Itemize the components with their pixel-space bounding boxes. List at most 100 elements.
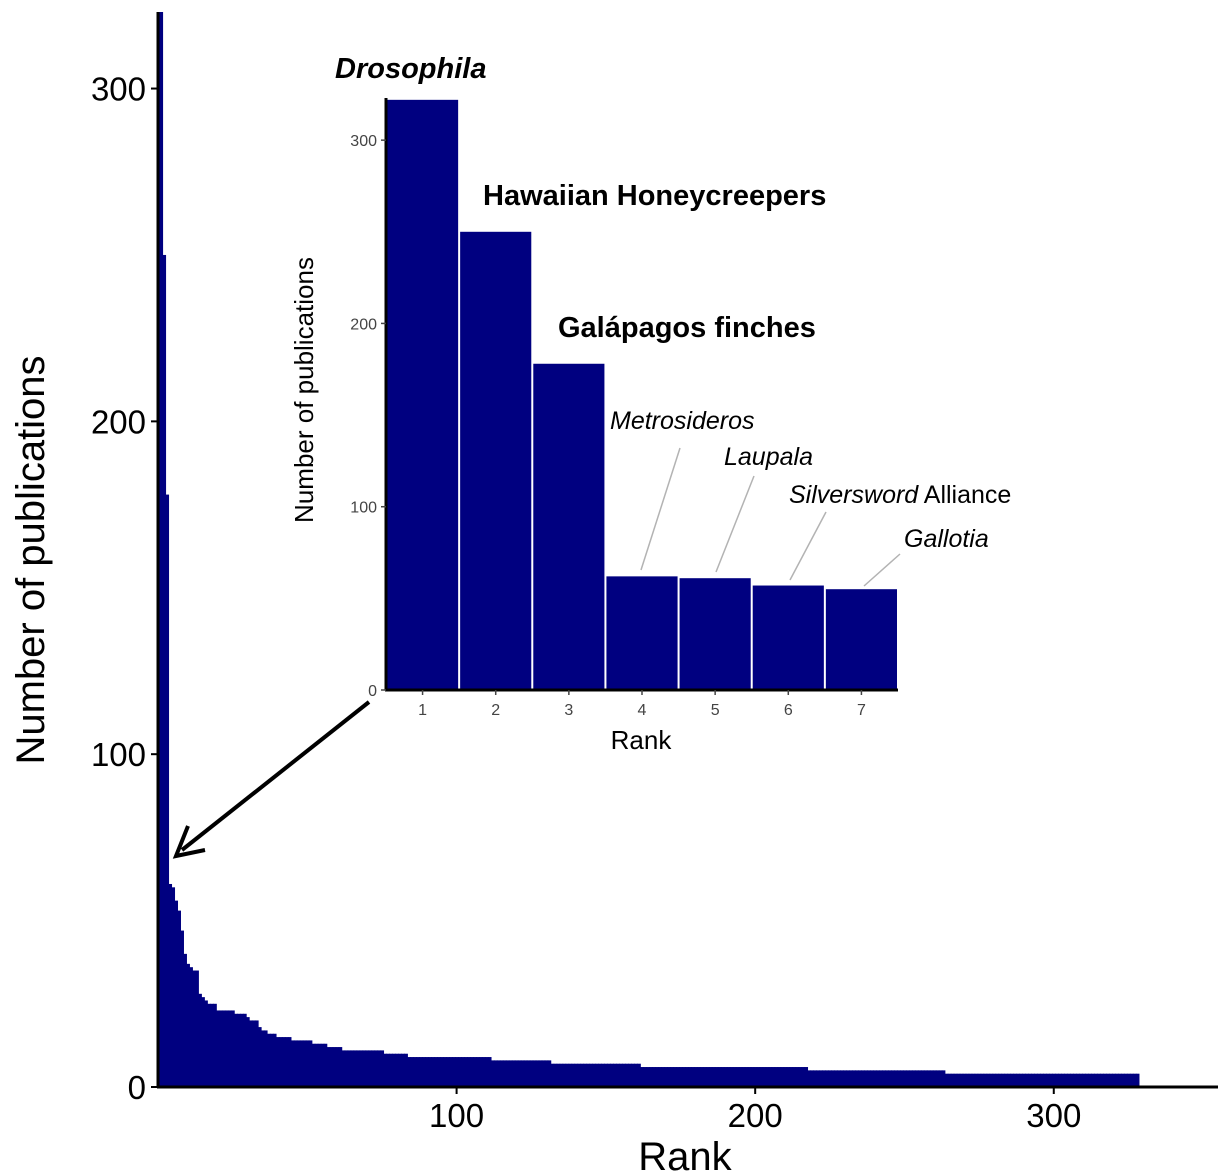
main-bar (219, 1010, 223, 1087)
main-y-tick-label: 300 (91, 71, 146, 108)
main-bar (702, 1067, 707, 1087)
main-bar (708, 1067, 713, 1087)
main-bar (428, 1057, 432, 1087)
main-bar (983, 1073, 988, 1087)
main-bar (876, 1070, 880, 1087)
main-bar (368, 1050, 373, 1087)
main-bar (350, 1050, 355, 1087)
main-bar (1016, 1073, 1021, 1087)
main-bar (1126, 1073, 1131, 1087)
main-bar (897, 1070, 901, 1087)
main-bar (747, 1067, 752, 1087)
main-bar (1019, 1073, 1024, 1087)
main-bar (353, 1050, 358, 1087)
main-bar (1028, 1073, 1032, 1087)
inset-bar-label: Metrosideros (610, 407, 755, 435)
inset-bar-label-name: Metrosideros (610, 407, 755, 435)
main-bar (673, 1067, 677, 1087)
main-bar (825, 1070, 829, 1087)
main-bar (682, 1067, 686, 1087)
main-bar (162, 254, 167, 1087)
main-bar (714, 1067, 719, 1087)
main-bar (717, 1067, 722, 1087)
main-bar (959, 1073, 964, 1087)
main-bar (398, 1053, 402, 1087)
main-bar (464, 1057, 468, 1087)
main-bar (305, 1040, 310, 1087)
main-bar (165, 494, 170, 1087)
main-bar (589, 1063, 594, 1087)
main-bar (407, 1057, 411, 1087)
main-bar (795, 1067, 800, 1087)
main-bar (1022, 1073, 1027, 1087)
main-bar (499, 1060, 504, 1087)
main-bar (580, 1063, 585, 1087)
main-bar (780, 1067, 785, 1087)
main-y-tick-label: 0 (128, 1069, 146, 1106)
main-bar (287, 1037, 292, 1087)
main-bar (1040, 1073, 1044, 1087)
inset-y-tick-label: 200 (350, 316, 377, 333)
main-bar (616, 1063, 620, 1087)
main-bar (816, 1070, 820, 1087)
main-bar (882, 1070, 886, 1087)
main-bar (210, 1003, 214, 1087)
main-bar (1061, 1073, 1065, 1087)
main-bar (705, 1067, 710, 1087)
main-bar (281, 1037, 286, 1087)
main-bar (938, 1070, 943, 1087)
main-bar (852, 1070, 856, 1087)
main-bar (977, 1073, 982, 1087)
main-bar (786, 1067, 791, 1087)
main-bar (798, 1067, 803, 1087)
main-bar (1055, 1073, 1059, 1087)
main-bar (526, 1060, 531, 1087)
inset-chart-panel: 0 100 200 300 1 2 3 4 5 6 7 Drosophila Hawaiian Ho… (289, 53, 1011, 755)
main-bar (864, 1070, 868, 1087)
main-bar (487, 1057, 492, 1087)
main-bar (356, 1050, 361, 1087)
main-bar (577, 1063, 582, 1087)
main-bar (595, 1063, 600, 1087)
main-bar (511, 1060, 516, 1087)
main-bar (873, 1070, 877, 1087)
main-bar (1082, 1073, 1086, 1087)
main-bar (204, 1000, 208, 1087)
zoom-arrow (172, 700, 371, 859)
main-bar (688, 1067, 692, 1087)
main-bar (950, 1073, 955, 1087)
main-bar (619, 1063, 623, 1087)
inset-bar (752, 585, 824, 690)
main-bar (849, 1070, 853, 1087)
main-bar (885, 1070, 889, 1087)
main-bar (317, 1043, 322, 1087)
main-bar (550, 1063, 555, 1087)
main-bar (452, 1057, 456, 1087)
main-bar (389, 1053, 393, 1087)
main-bar (222, 1010, 226, 1087)
main-bar (911, 1070, 916, 1087)
main-bar (395, 1053, 399, 1087)
inset-bar-labels: Drosophila Hawaiian Honeycreepers Galápago… (335, 53, 1011, 553)
main-bar (837, 1070, 841, 1087)
main-bar (813, 1070, 817, 1087)
main-bar (246, 1017, 250, 1087)
main-bar (434, 1057, 438, 1087)
main-bar (777, 1067, 782, 1087)
inset-bar (606, 576, 678, 690)
main-bar (676, 1067, 680, 1087)
main-bar (819, 1070, 823, 1087)
main-bar (1123, 1073, 1128, 1087)
main-bar (335, 1047, 340, 1087)
inset-bar-label-name: Hawaiian Honeycreepers (483, 180, 826, 212)
main-bar (902, 1070, 907, 1087)
main-bar (476, 1057, 480, 1087)
main-bar (517, 1060, 522, 1087)
main-bar (894, 1070, 898, 1087)
main-bar (879, 1070, 883, 1087)
main-bar (726, 1067, 731, 1087)
inset-bars (387, 99, 897, 691)
inset-x-tick-label: 3 (564, 702, 573, 719)
main-bar (392, 1053, 396, 1087)
main-bar (643, 1067, 647, 1087)
